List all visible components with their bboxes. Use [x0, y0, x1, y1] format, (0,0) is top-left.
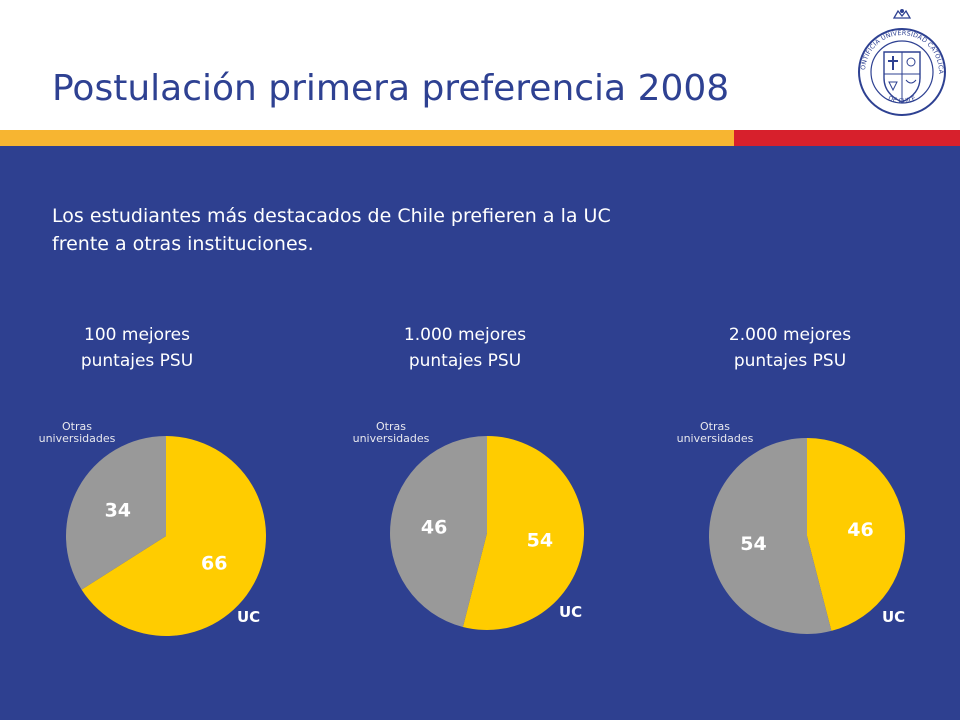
data-label-uc: 46	[847, 519, 873, 541]
chart-title-line: 2.000 mejores	[728, 325, 852, 345]
chart-title-line: puntajes PSU	[80, 351, 194, 371]
chart-title-line: 100 mejores	[84, 325, 190, 345]
svg-text:DE CHILE: DE CHILE	[887, 95, 917, 105]
legend-label-line: Otras	[700, 420, 730, 433]
pie-slice-other	[66, 436, 166, 590]
data-label-uc: 66	[201, 553, 227, 575]
legend-label-line: Otras	[62, 420, 92, 433]
accent-band-yellow	[0, 130, 734, 146]
pie-slice-uc	[462, 436, 585, 630]
pie-slice-other	[708, 437, 832, 634]
slide-subtitle: Los estudiantes más destacados de Chile …	[52, 202, 812, 258]
legend-label-line: Otras	[376, 420, 406, 433]
university-seal-icon: PONTIFICIA UNIVERSIDAD CATOLICA DE CHILE	[856, 8, 946, 116]
pie-slice-uc	[81, 435, 267, 637]
data-label-other: 34	[105, 500, 131, 522]
legend-label-uc: UC	[882, 608, 906, 626]
chart-title-line: 1.000 mejores	[403, 325, 527, 345]
pie-slice-other	[390, 436, 487, 627]
legend-label-other: Otras universidades	[660, 421, 770, 445]
chart-title: 100 mejores puntajes PSU	[27, 322, 247, 374]
legend-label-line: universidades	[38, 432, 116, 445]
slide-header: Postulación primera preferencia 2008	[0, 0, 960, 130]
legend-label-line: universidades	[676, 432, 754, 445]
legend-label-other: Otras universidades	[336, 421, 446, 445]
page-title: Postulación primera preferencia 2008	[52, 68, 730, 109]
legend-label-uc: UC	[237, 608, 261, 626]
chart-title: 1.000 mejores puntajes PSU	[355, 322, 575, 374]
accent-band-red	[734, 130, 960, 146]
legend-label-line: universidades	[352, 432, 430, 445]
subtitle-line: frente a otras instituciones.	[52, 233, 314, 255]
legend-label-uc: UC	[559, 603, 583, 621]
data-label-other: 46	[421, 516, 447, 538]
data-label-uc: 54	[527, 530, 553, 552]
chart-title-line: puntajes PSU	[733, 351, 847, 371]
legend-label-other: Otras universidades	[22, 421, 132, 445]
data-label-other: 54	[740, 533, 766, 555]
pie-slice-uc	[807, 438, 905, 631]
subtitle-line: Los estudiantes más destacados de Chile …	[52, 205, 611, 227]
chart-title: 2.000 mejores puntajes PSU	[680, 322, 900, 374]
chart-title-line: puntajes PSU	[408, 351, 522, 371]
